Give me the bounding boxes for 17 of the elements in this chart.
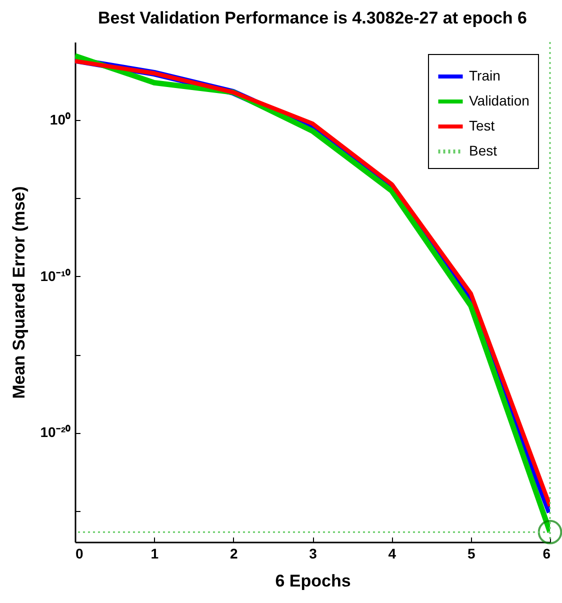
x-tick-label: 2 [230, 546, 238, 562]
y-tick-label: 10⁻²⁰ [40, 424, 70, 440]
x-tick-label: 3 [309, 546, 318, 562]
x-tick-label: 4 [388, 546, 396, 562]
legend-label: Validation [469, 92, 530, 108]
x-axis-title: 6 Epochs [275, 572, 351, 590]
legend-label: Test [469, 118, 495, 134]
chart-title: Best Validation Performance is 4.3082e-27 at epoch 6 [98, 8, 527, 28]
y-axis-title: Mean Squared Error (mse) [9, 186, 28, 399]
x-tick-label: 0 [76, 546, 84, 562]
x-tick-label: 1 [150, 546, 159, 562]
y-tick-label: 10⁰ [50, 112, 70, 128]
x-tick-label: 6 [542, 546, 551, 562]
x-tick-label: 5 [467, 546, 476, 562]
legend-label: Best [469, 142, 498, 158]
legend-label: Train [469, 68, 500, 84]
y-tick-label: 10⁻¹⁰ [40, 268, 70, 284]
